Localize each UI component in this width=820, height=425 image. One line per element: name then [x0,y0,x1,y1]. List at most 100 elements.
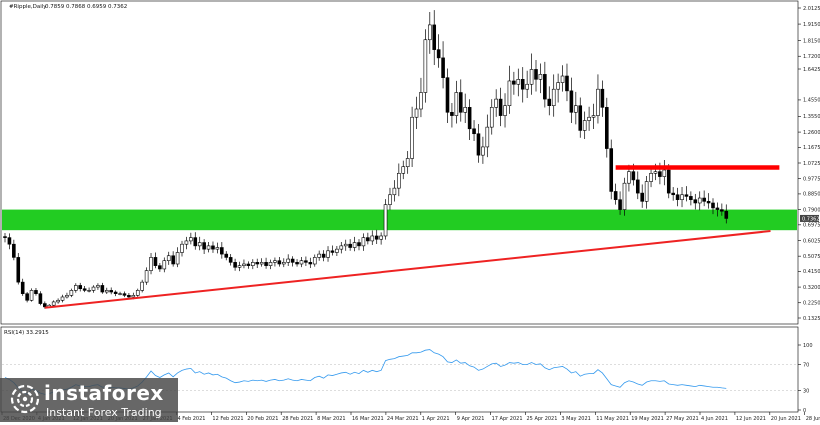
price-tick-label: 1.8150 [803,38,820,44]
date-tick-label: 25 Apr 2021 [527,416,558,422]
date-tick-label: 28 Feb 2021 [282,416,313,422]
price-tick-label: 2.0125 [803,6,820,12]
candle-body [458,92,463,113]
candle-body [410,116,414,159]
candle-body [273,260,277,263]
candle-body [295,262,299,265]
candle-body [12,243,16,258]
candle-body [600,88,605,108]
candle-body [529,69,534,85]
candle-body [503,105,507,116]
candle-body [618,199,622,210]
price-tick-label: 0.3200 [803,285,820,291]
date-tick-label: 1 Apr 2021 [422,416,450,422]
candle-body [472,128,476,135]
watermark-brand: instaforex [44,381,164,405]
candle-body [565,75,569,92]
candle-body [162,260,167,270]
candle-body [153,257,158,266]
candle-body [441,57,445,78]
date-tick-label: 8 Mar 2021 [317,416,346,422]
price-tick-label: 1.7200 [803,54,820,60]
candle-body [339,245,344,250]
candle-body [578,105,583,131]
candle-body [158,265,162,270]
candle-body [144,270,149,283]
candle-body [609,148,614,192]
price-tick-label: 0.2250 [803,301,820,307]
price-tick-label: 0.9775 [803,176,820,182]
candle-body [135,290,140,296]
chart-header-symbol: #Ripple,Daily [9,4,47,10]
candle-body [414,108,419,118]
candle-body [613,191,618,200]
support-zone [2,209,797,231]
rsi-tick-label: 70 [803,362,809,368]
rsi-panel-frame [0,326,799,413]
candle-body [100,285,105,293]
candle-body [140,281,144,291]
candle-body [547,98,552,106]
candle-body [551,88,556,106]
drawn-lines [44,165,780,309]
candle-body [432,24,437,50]
candle-body [308,262,313,265]
candle-body [251,262,255,266]
candle-body [401,166,406,174]
price-tick-label: 1.1675 [803,145,820,151]
candle-body [476,133,481,156]
rsi-tick-label: 100 [803,343,813,349]
candle-body [7,237,12,245]
candle-body [109,290,113,293]
candle-body [304,260,308,263]
candle-body [662,169,667,177]
support-zone-band [2,209,797,231]
candle-body [233,262,237,268]
chart-header-ohlc: 0.7859 0.7868 0.6959 0.7362 [45,4,127,10]
candle-body [357,242,361,247]
candle-body [631,171,636,181]
candle-body [591,115,596,118]
candle-body [370,235,375,242]
price-tick-label: 0.4150 [803,269,820,275]
price-tick-label: 1.4550 [803,98,820,104]
candle-body [34,290,38,294]
candle-body [574,105,578,113]
candle-body [343,243,348,247]
current-price-marker [800,214,819,222]
candle-body [321,253,326,258]
candle-body [60,296,65,301]
candle-body [366,237,370,242]
rsi-tick-label: 0 [803,408,806,414]
rsi-tick-label: 30 [803,388,809,394]
candle-body [494,98,498,108]
date-tick-label: 28 Jun 2021 [806,416,820,422]
candle-body [25,293,29,301]
candle-body [423,39,428,93]
candle-body [127,295,131,298]
candle-body [290,258,295,263]
candle-body [242,263,246,266]
candle-body [640,192,645,202]
candle-body [175,252,180,265]
candle-body [361,237,366,247]
candle-body [215,247,220,250]
candle-body [255,262,260,265]
candle-body [658,171,662,177]
candle-body [317,253,321,258]
candle-body [383,204,388,237]
candle-body [228,257,233,263]
instaforex-watermark: instaforex Instant Forex Trading [0,378,178,422]
candle-body [352,242,357,248]
candle-body [419,92,423,110]
candle-body [211,245,215,250]
candle-body [715,207,720,210]
watermark-tagline: Instant Forex Trading [46,406,162,419]
candle-body [596,88,600,116]
candle-body [16,257,21,283]
candle-body [335,248,339,253]
candle-body [87,290,91,292]
current-price-label: 0.7362 [802,216,820,222]
price-axis-ticks: 2.0125 1.9150 1.8150 1.7200 1.6425 1.4550 1.35… [798,6,820,322]
